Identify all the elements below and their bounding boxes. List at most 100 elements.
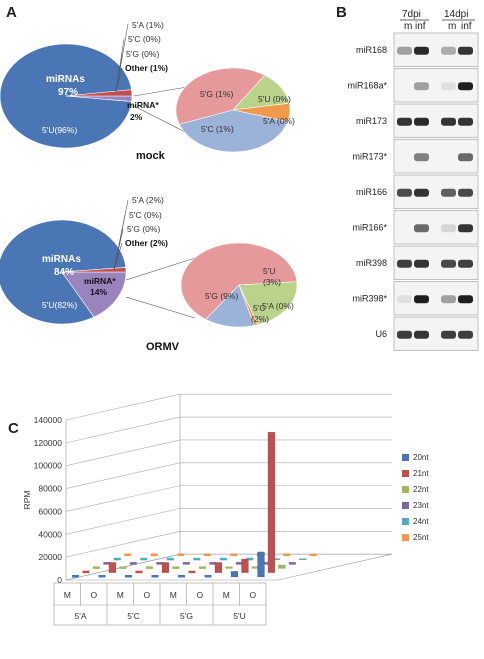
blot-row-mir166: miR166 xyxy=(356,174,479,209)
mock-sub-slice-5c xyxy=(179,109,289,153)
blot-band xyxy=(458,46,473,55)
panel-b-letter: B xyxy=(336,4,347,21)
legend-label: 21nt xyxy=(413,469,429,478)
blot-sub-m-14: m xyxy=(448,21,456,32)
legend-label: 25nt xyxy=(413,533,429,542)
y-tick-label: 0 xyxy=(57,575,62,585)
x-category-label: O xyxy=(196,590,203,600)
ormv-pie-slice-other xyxy=(61,267,127,273)
bar-22nt xyxy=(278,564,286,569)
y-tick-label: 140000 xyxy=(34,415,63,425)
legend-label: 22nt xyxy=(413,485,429,494)
blot-band xyxy=(458,259,473,268)
blot-band xyxy=(441,82,456,91)
blot-row-label: miR398 xyxy=(356,258,387,268)
ormv-star-label: miRNA* xyxy=(84,276,116,286)
bar-24nt xyxy=(140,557,148,561)
blot-row-mir168a-star: miR168a* xyxy=(347,68,479,103)
ormv-condition-label: ORMV xyxy=(146,341,180,353)
mock-5u-label: 5'U(96%) xyxy=(42,125,77,135)
ormv-sub-label-5g: 5'G (9%) xyxy=(205,291,238,301)
bar-20nt xyxy=(230,571,239,578)
mock-main-pie xyxy=(0,43,133,149)
bar-21nt xyxy=(135,570,143,574)
rpm-3d-bar-chart: 0 20000 40000 60000 80000 100000 120000 140000 R… xyxy=(22,393,429,626)
mock-callout-other: Other (1%) xyxy=(125,63,168,73)
blot-row-mir166-star: miR166* xyxy=(352,210,479,245)
bar-21nt xyxy=(108,562,117,573)
legend-label: 20nt xyxy=(413,453,429,462)
bar-23nt xyxy=(235,562,243,565)
ormv-5u-label: 5'U(82%) xyxy=(42,300,77,310)
blot-band xyxy=(441,295,456,304)
legend-swatch xyxy=(402,454,409,461)
mock-mirnas-label: miRNAs xyxy=(46,74,85,85)
bar-25nt xyxy=(150,553,158,556)
mock-callout-5g: 5'G (0%) xyxy=(126,49,159,59)
blot-band xyxy=(441,46,456,55)
blot-band xyxy=(441,259,456,268)
ormv-callout-lines xyxy=(113,199,196,319)
blot-band xyxy=(414,295,429,304)
mock-callout-5a: 5'A (1%) xyxy=(132,20,164,30)
mock-sub-label-5u: 5'U (0%) xyxy=(258,94,291,104)
bar-20nt xyxy=(72,575,79,578)
ormv-pie-slice-mirna-star xyxy=(61,271,127,318)
bar-21nt xyxy=(214,562,223,573)
bar-25nt xyxy=(309,553,317,556)
bar-21nt xyxy=(241,558,249,573)
ormv-sub-slice-5g xyxy=(180,242,298,320)
blot-row-u6: U6 xyxy=(375,316,479,351)
blot-row-label: miR173* xyxy=(352,151,387,161)
bar-25nt xyxy=(230,553,238,556)
bar-20nt xyxy=(125,575,132,578)
blot-row-label: miR398* xyxy=(352,293,387,303)
blot-header-7dpi: 7dpi xyxy=(402,9,421,20)
bar-24nt xyxy=(299,558,307,561)
x-category-label: O xyxy=(90,590,97,600)
blot-row-mir398: miR398 xyxy=(356,245,479,280)
mock-sub-slice-5g xyxy=(175,67,266,125)
blot-sub-m-7: m xyxy=(404,21,412,32)
blot-sub-inf-7: inf xyxy=(415,21,426,32)
blot-band xyxy=(414,188,429,197)
bar-22nt xyxy=(145,566,153,569)
mock-pie-slice-mirnas xyxy=(0,43,132,149)
ormv-sub-label-5u: 5'U xyxy=(263,266,276,276)
x-category-label: O xyxy=(143,590,150,600)
blot-band xyxy=(397,117,412,126)
ormv-callout-5g: 5'G (0%) xyxy=(127,224,160,234)
bar-23nt xyxy=(182,562,190,565)
bar-20nt xyxy=(204,575,212,578)
x-category-label: M xyxy=(223,590,230,600)
y-tick-label: 100000 xyxy=(34,461,63,471)
ormv-sub-label-5c: 5'C xyxy=(253,303,266,313)
legend-label: 23nt xyxy=(413,501,429,510)
bar-21nt xyxy=(82,570,90,574)
blot-band xyxy=(397,295,412,304)
bar-22nt xyxy=(119,566,127,569)
ormv-sub-label-5u-pct: (3%) xyxy=(263,277,281,287)
ormv-callout-other: Other (2%) xyxy=(125,238,168,248)
ormv-mirnas-value: 84% xyxy=(54,267,74,278)
x-group-label: 5'U xyxy=(233,611,246,621)
blot-row-label: miR168 xyxy=(356,45,387,55)
blot-row-label: miR166* xyxy=(352,222,387,232)
bar-25nt xyxy=(177,553,185,556)
bar-21nt xyxy=(161,562,170,573)
x-group-label: 5'C xyxy=(127,611,140,621)
bar-24nt xyxy=(246,557,254,561)
bar-25nt xyxy=(283,553,291,556)
bar-23nt xyxy=(103,562,111,565)
blot-band xyxy=(414,82,429,91)
blot-band xyxy=(397,188,412,197)
bar-24nt xyxy=(193,557,201,561)
blot-sub-inf-14: inf xyxy=(461,21,472,32)
y-tick-label: 40000 xyxy=(38,529,62,539)
northern-blot: miR168 miR168a* miR173 miR173* miR166 miR166*… xyxy=(347,32,479,351)
ormv-sub-label-5c-pct: (2%) xyxy=(251,314,269,324)
ormv-callout-5c: 5'C (0%) xyxy=(129,210,162,220)
blot-band xyxy=(441,117,456,126)
bar-23nt xyxy=(209,562,217,565)
